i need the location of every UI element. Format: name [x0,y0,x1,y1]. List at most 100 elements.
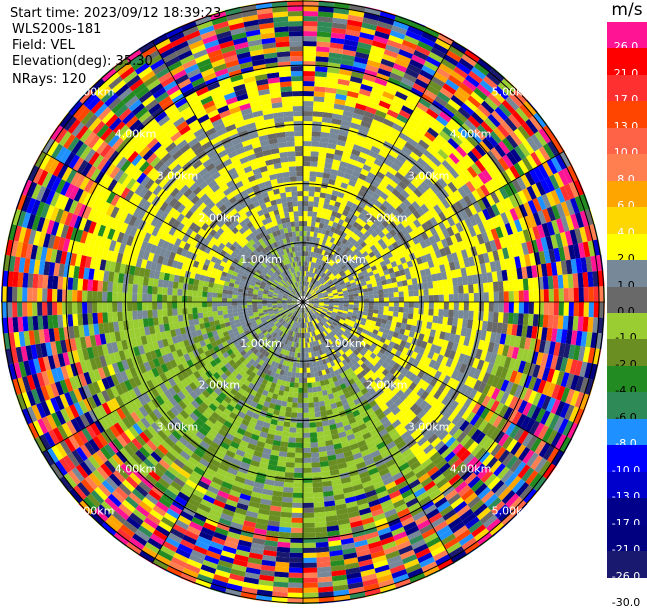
velocity-gate [490,364,499,376]
velocity-gate [439,347,447,357]
velocity-gate [364,458,375,467]
velocity-gate [337,330,343,337]
velocity-gate [337,260,343,266]
velocity-gate [465,411,476,424]
velocity-gate [332,584,349,592]
velocity-gate [353,299,359,302]
velocity-gate [509,458,523,473]
velocity-gate [384,324,391,331]
velocity-gate [446,206,456,217]
velocity-gate [261,405,269,413]
velocity-gate [315,318,320,323]
velocity-gate [354,332,361,338]
velocity-gate [425,384,434,394]
velocity-gate [400,405,410,415]
velocity-gate [514,371,523,385]
velocity-gate [230,521,244,530]
velocity-gate [392,20,410,31]
velocity-gate [289,346,294,352]
velocity-gate [321,337,326,343]
velocity-gate [367,312,374,317]
velocity-gate [573,243,581,259]
velocity-gate [243,576,259,585]
velocity-gate [397,86,411,97]
velocity-gate [239,439,249,448]
velocity-gate [453,525,469,538]
velocity-gate [444,332,451,342]
velocity-gate [329,237,336,244]
velocity-gate [459,508,474,522]
velocity-gate [331,249,337,255]
velocity-gate [290,314,295,320]
velocity-gate [543,302,549,315]
velocity-gate [548,288,554,302]
velocity-gate [309,331,313,338]
velocity-gate [306,261,310,267]
velocity-gate [317,21,333,28]
velocity-gate [532,226,541,240]
velocity-gate [272,366,278,373]
velocity-gate [419,556,436,568]
velocity-gate [377,20,393,30]
velocity-gate [437,501,451,513]
velocity-gate [305,347,309,353]
velocity-gate [298,312,301,318]
velocity-gate [331,569,347,577]
velocity-gate [313,257,318,263]
velocity-gate [322,281,328,286]
velocity-gate [373,294,379,299]
velocity-gate [336,88,348,96]
velocity-gate [276,466,286,473]
velocity-gate [533,289,539,302]
velocity-gate [450,134,463,146]
velocity-gate [337,322,343,328]
velocity-gate [308,191,315,197]
velocity-gate [368,399,378,408]
velocity-gate [441,58,456,71]
velocity-gate [369,380,378,389]
velocity-gate [184,530,199,541]
velocity-gate [346,396,354,404]
velocity-gate [262,554,277,562]
velocity-gate [516,176,527,191]
velocity-gate [235,449,246,457]
velocity-gate [275,328,281,334]
velocity-gate [382,503,395,513]
velocity-gate [248,464,259,472]
velocity-gate [542,445,555,461]
velocity-gate [392,386,401,395]
velocity-gate [305,307,308,313]
velocity-gate [321,319,326,324]
velocity-gate [304,332,307,338]
velocity-gate [572,316,579,331]
velocity-gate [344,562,360,570]
velocity-gate [342,151,352,159]
velocity-gate [489,352,498,365]
velocity-gate [373,35,389,45]
velocity-gate [417,422,428,433]
velocity-gate [354,362,361,369]
velocity-gate [577,272,584,288]
velocity-gate [344,320,350,326]
velocity-gate [511,244,520,258]
velocity-gate [299,332,302,338]
velocity-gate [209,508,222,518]
velocity-gate [585,256,593,273]
velocity-gate [458,353,466,364]
velocity-gate [303,211,308,217]
velocity-gate [337,134,348,142]
velocity-gate [340,272,346,277]
velocity-gate [255,523,268,531]
velocity-gate [370,332,377,339]
velocity-gate [344,261,351,267]
velocity-gate [404,379,413,388]
velocity-gate [317,26,332,33]
velocity-gate [521,122,535,137]
velocity-gate [378,467,390,477]
velocity-gate [347,274,353,279]
velocity-gate [294,316,298,322]
velocity-gate [286,457,295,463]
velocity-gate [337,462,348,470]
velocity-gate [321,249,326,256]
velocity-gate [353,430,363,439]
